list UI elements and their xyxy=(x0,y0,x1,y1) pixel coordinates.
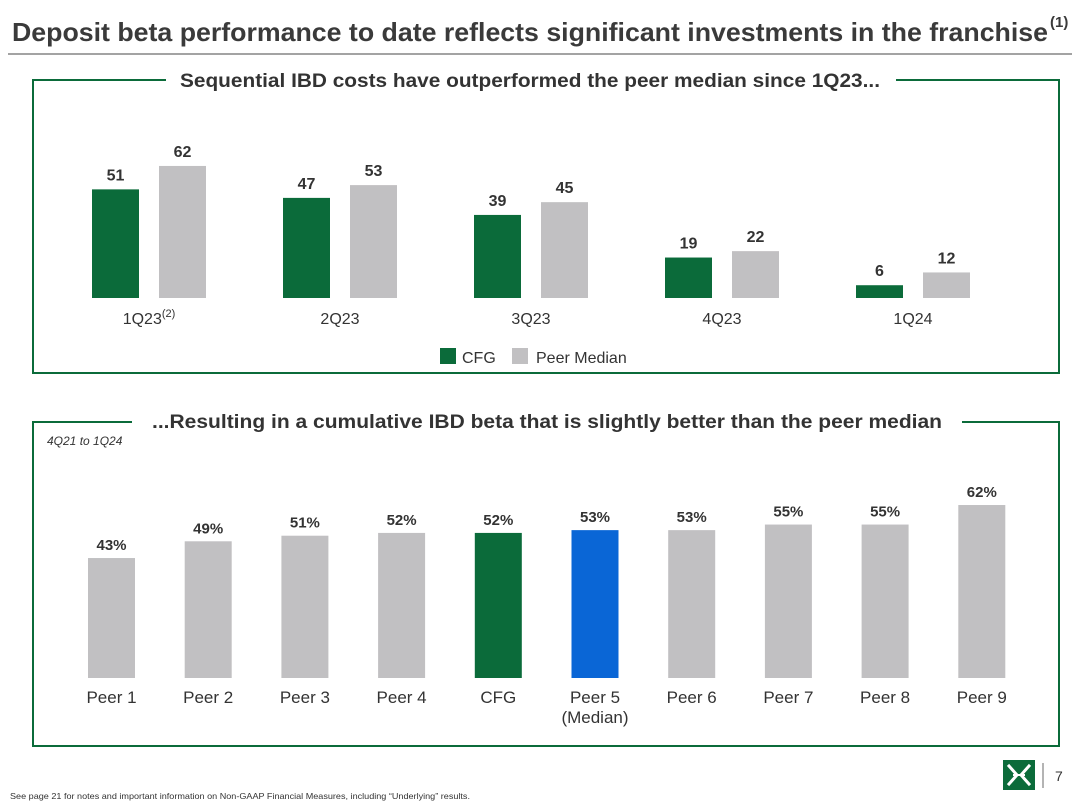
x-tick-label-peer-5: Peer 5 xyxy=(570,688,620,707)
x-tick-label-peer-2: Peer 2 xyxy=(183,688,233,707)
x-tick-label-peer-6: Peer 6 xyxy=(667,688,717,707)
panel-title-backdrop xyxy=(166,70,896,90)
x-tick-label-cfg: CFG xyxy=(480,688,516,707)
x-tick-label-peer-3: Peer 3 xyxy=(280,688,330,707)
x-tick-label-text: 3Q23 xyxy=(511,311,550,328)
x-tick-label-peer-9: Peer 9 xyxy=(957,688,1007,707)
chart-legend: CFG Peer Median xyxy=(440,348,627,367)
panel-sequential-ibd-costs: Sequential IBD costs have outperformed t… xyxy=(32,70,1060,374)
bar-peer-4 xyxy=(378,532,426,678)
data-label-peer-median-4q23: 22 xyxy=(747,229,765,246)
chart-title: ...Resulting in a cumulative IBD beta th… xyxy=(152,412,942,433)
bar-peer-median-2q23 xyxy=(350,185,397,298)
data-label-peer-5: 53% xyxy=(580,509,610,526)
data-label-cfg-3q23: 39 xyxy=(489,193,507,210)
bar-peer-median-4q23 xyxy=(732,251,779,298)
legend-label-peer-median: Peer Median xyxy=(536,350,627,367)
bar-cfg-3q23 xyxy=(474,214,521,298)
legend-swatch-cfg xyxy=(440,348,456,364)
x-tick-label-text: 1Q23 xyxy=(123,311,162,328)
panel-cumulative-ibd-beta: ...Resulting in a cumulative IBD beta th… xyxy=(32,411,1060,747)
slide-title-footnote: (1) xyxy=(1050,14,1068,31)
data-label-cfg-4q23: 19 xyxy=(680,236,698,253)
x-tick-label-peer-1: Peer 1 xyxy=(86,688,136,707)
x-tick-label-peer-7: Peer 7 xyxy=(763,688,813,707)
data-label-peer-2: 49% xyxy=(193,520,223,537)
panel-title-backdrop xyxy=(132,411,962,433)
bar-peer-3 xyxy=(281,535,329,678)
legend-swatch-peer-median xyxy=(512,348,528,364)
legend-label-cfg: CFG xyxy=(462,350,496,367)
x-tick-label-peer-4: Peer 4 xyxy=(377,688,427,707)
bar-peer-median-3q23 xyxy=(541,202,588,298)
bar-peer-9 xyxy=(958,505,1006,678)
bar-cfg xyxy=(474,532,522,678)
data-label-peer-4: 52% xyxy=(387,512,417,529)
x-tick-label-peer-8: Peer 8 xyxy=(860,688,910,707)
bar-peer-7 xyxy=(764,524,812,678)
data-label-peer-median-3q23: 45 xyxy=(556,180,574,197)
bar-peer-5 xyxy=(571,530,619,678)
x-tick-sublabel-peer-5: (Median) xyxy=(561,708,628,727)
bar-peer-2 xyxy=(184,541,232,678)
chart-plot-area: 43% Peer 1 49% Peer 2 51% Peer 3 52% Peer 4 52% C… xyxy=(86,484,1006,727)
data-label-peer-1: 43% xyxy=(96,537,126,554)
x-tick-label-2q23: 2Q23 xyxy=(320,311,359,328)
x-tick-label-1q24: 1Q24 xyxy=(893,311,932,328)
data-label-cfg-2q23: 47 xyxy=(298,176,316,193)
data-label-peer-7: 55% xyxy=(773,504,803,521)
chart-title: Sequential IBD costs have outperformed t… xyxy=(180,71,880,92)
slide-title: Deposit beta performance to date reflect… xyxy=(12,17,1048,47)
bar-cfg-2q23 xyxy=(283,197,330,298)
data-label-peer-median-1q23: 62 xyxy=(174,144,192,161)
page-number: 7 xyxy=(1055,768,1063,784)
bar-cfg-4q23 xyxy=(665,257,712,298)
x-tick-label-3q23: 3Q23 xyxy=(511,311,550,328)
x-tick-label-4q23: 4Q23 xyxy=(702,311,741,328)
data-label-peer-3: 51% xyxy=(290,515,320,532)
data-label-peer-6: 53% xyxy=(677,509,707,526)
chart-subtitle: 4Q21 to 1Q24 xyxy=(47,434,123,448)
bar-cfg-1q23 xyxy=(92,189,139,298)
data-label-peer-median-2q23: 53 xyxy=(365,163,383,180)
x-tick-label-text: 4Q23 xyxy=(702,311,741,328)
bar-peer-8 xyxy=(861,524,909,678)
data-label-peer-8: 55% xyxy=(870,504,900,521)
data-label-peer-median-1q24: 12 xyxy=(938,250,956,267)
data-label-cfg-1q24: 6 xyxy=(875,263,884,280)
data-label-cfg-1q23: 51 xyxy=(107,167,125,184)
chart-plot-area: 51 62 1Q23(2) 47 53 2Q23 39 45 3Q23 19 22 4Q23 6 12 1Q… xyxy=(92,144,970,328)
bar-peer-1 xyxy=(88,558,135,678)
data-label-cfg: 52% xyxy=(483,512,513,529)
x-tick-label-1q23: 1Q23(2) xyxy=(123,308,176,328)
x-tick-label-text: 1Q24 xyxy=(893,311,932,328)
citizens-logo xyxy=(1003,760,1035,790)
bar-peer-median-1q24 xyxy=(923,272,970,298)
bar-cfg-1q24 xyxy=(856,285,903,298)
x-tick-footnote-marker: (2) xyxy=(162,308,175,320)
footer-note: See page 21 for notes and important info… xyxy=(10,791,470,801)
bar-peer-6 xyxy=(668,530,716,678)
bar-peer-median-1q23 xyxy=(159,165,206,298)
citizens-logo-icon xyxy=(1006,763,1032,787)
data-label-peer-9: 62% xyxy=(967,484,997,501)
x-tick-label-text: 2Q23 xyxy=(320,311,359,328)
